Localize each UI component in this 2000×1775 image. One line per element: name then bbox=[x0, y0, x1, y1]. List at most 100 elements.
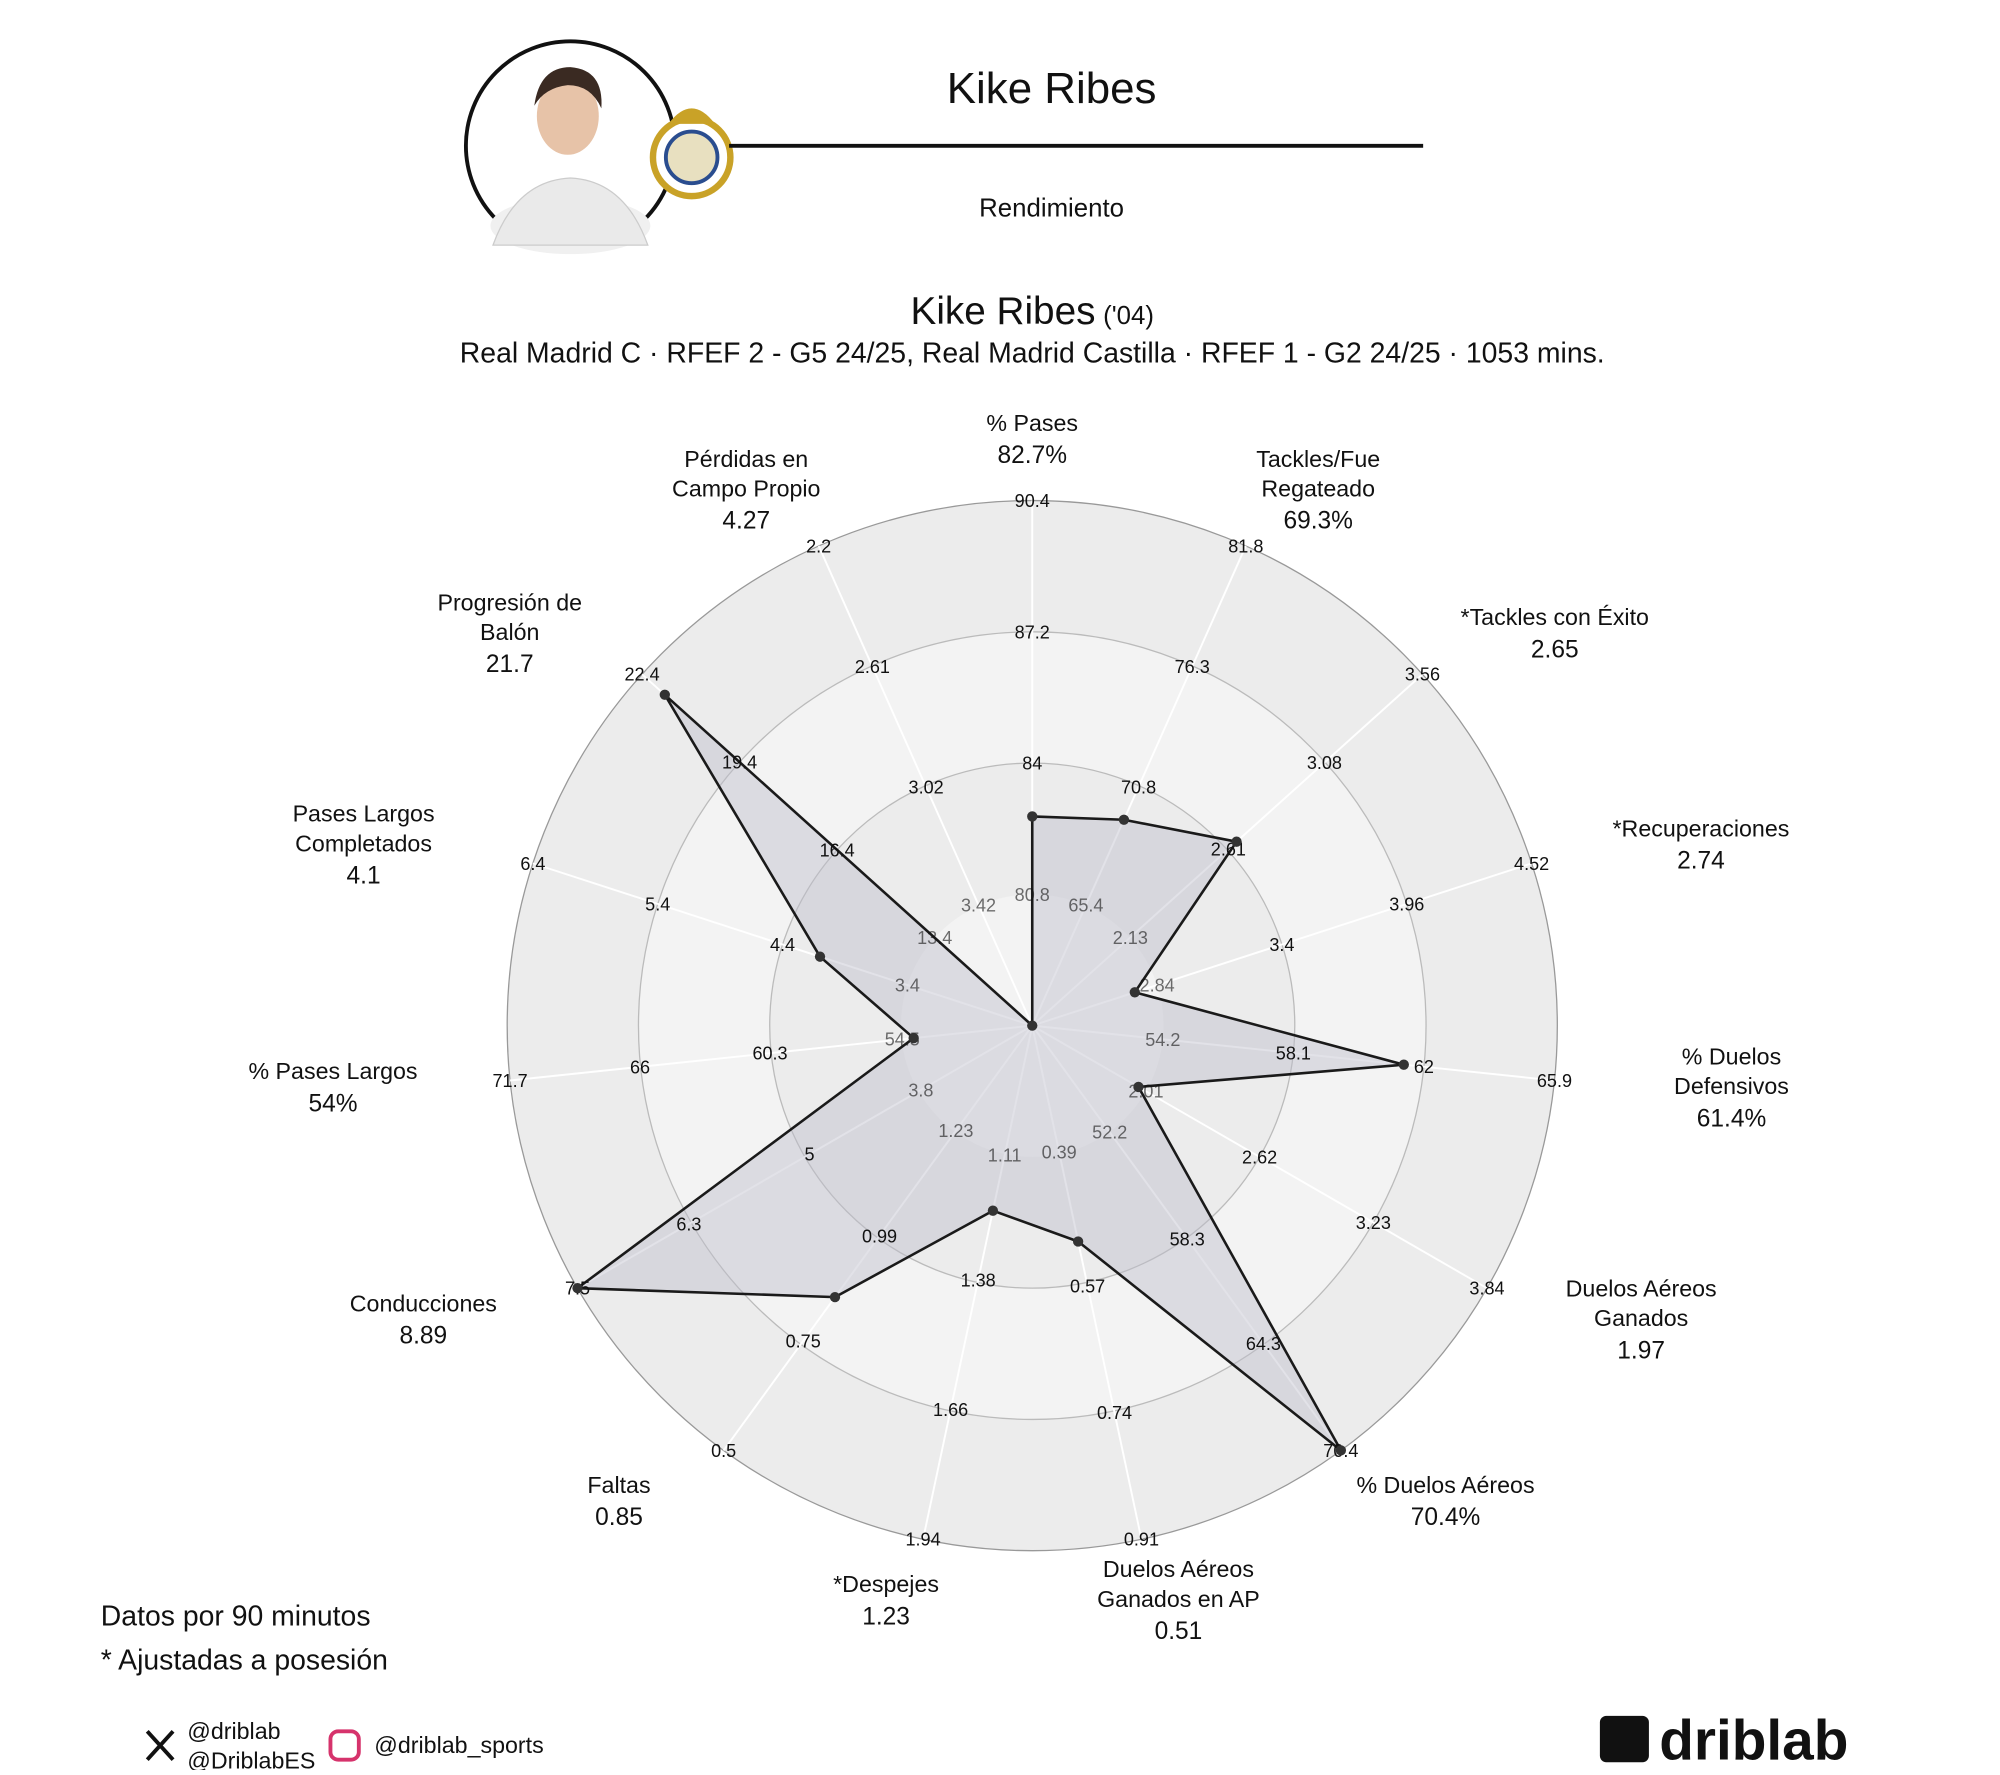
axis-value: 82.7% bbox=[998, 442, 1067, 469]
tick-label: 1.94 bbox=[906, 1530, 941, 1550]
axis-label: Pases Largos Completados 4.1 bbox=[293, 801, 435, 890]
tick-label: 0.5 bbox=[711, 1441, 736, 1461]
chart-title: Kike Ribes bbox=[911, 290, 1096, 333]
tick-label: 16.4 bbox=[820, 840, 855, 860]
radar-point bbox=[908, 1032, 919, 1044]
tick-label: 65.9 bbox=[1537, 1071, 1572, 1091]
axis-label: Tackles/Fue Regateado 69.3% bbox=[1256, 446, 1380, 535]
tick-label: 90.4 bbox=[1015, 491, 1050, 511]
social-x: @driblab bbox=[187, 1718, 280, 1744]
spoke bbox=[577, 1024, 1033, 1289]
tick-label: 2.01 bbox=[1128, 1082, 1163, 1102]
tick-label: 13.4 bbox=[917, 928, 952, 948]
axis-name: *Tackles con Éxito bbox=[1461, 604, 1649, 630]
radar-area bbox=[576, 693, 1406, 1452]
radar-point bbox=[1398, 1059, 1409, 1070]
axis-name: Tackles/Fue bbox=[1256, 446, 1380, 472]
axis-value: 8.89 bbox=[400, 1323, 448, 1350]
axis-label: *Recuperaciones 2.74 bbox=[1613, 815, 1790, 874]
tick-label: 58.3 bbox=[1170, 1229, 1205, 1249]
social-x: @DriblabES bbox=[187, 1748, 315, 1770]
tick-label: 87.2 bbox=[1015, 622, 1050, 642]
tick-label: 76.3 bbox=[1175, 657, 1210, 677]
spoke bbox=[532, 862, 1033, 1027]
tick-label: 1.66 bbox=[933, 1400, 968, 1420]
tick-label: 60.3 bbox=[752, 1044, 787, 1064]
axis-label: *Tackles con Éxito 2.65 bbox=[1461, 604, 1649, 663]
tick-label: 4.52 bbox=[1514, 854, 1549, 874]
tick-label: 62 bbox=[1414, 1057, 1434, 1077]
spoke bbox=[1032, 1024, 1555, 1082]
radar-point bbox=[1335, 1445, 1347, 1456]
radar-point bbox=[814, 951, 826, 962]
axis-value: 0.85 bbox=[595, 1504, 643, 1531]
club-crest bbox=[649, 108, 734, 200]
tick-label: 3.56 bbox=[1405, 665, 1440, 685]
instagram-icon bbox=[328, 1729, 361, 1762]
footnote: * Ajustadas a posesión bbox=[101, 1644, 388, 1676]
axis-label: Conducciones 8.89 bbox=[350, 1290, 497, 1349]
tick-label: 0.91 bbox=[1124, 1530, 1159, 1550]
axis-label: Progresión de Balón 21.7 bbox=[437, 589, 582, 678]
axis-name: Faltas bbox=[587, 1472, 650, 1498]
axis-value: 4.1 bbox=[347, 863, 381, 890]
spoke bbox=[817, 545, 1034, 1027]
axis-label: Duelos Aéreos Ganados 1.97 bbox=[1566, 1276, 1717, 1365]
axis-name: Balón bbox=[480, 619, 539, 645]
radar: 80.8 84 87.2 90.4 65.4 70.8 76.3 81.8 2.13 2.61 3.… bbox=[248, 410, 1789, 1645]
axis-label: % Pases Largos 54% bbox=[248, 1058, 417, 1117]
radar-point bbox=[1027, 1020, 1038, 1031]
social-instagram: @driblab_sports bbox=[374, 1732, 543, 1758]
tick-label: 3.96 bbox=[1389, 894, 1424, 914]
axis-value: 2.65 bbox=[1531, 636, 1579, 663]
tick-label: 3.42 bbox=[961, 895, 996, 915]
axis-name: % Pases bbox=[986, 410, 1078, 436]
tick-label: 58.1 bbox=[1276, 1044, 1311, 1064]
axis-value: 21.7 bbox=[486, 651, 534, 678]
axis-value: 69.3% bbox=[1283, 508, 1352, 535]
tick-label: 19.4 bbox=[722, 753, 757, 773]
tick-label: 6.4 bbox=[520, 854, 545, 874]
axis-name: Regateado bbox=[1261, 475, 1375, 501]
axis-label: % Duelos Aéreos 70.4% bbox=[1356, 1472, 1534, 1531]
spoke bbox=[1031, 1025, 1143, 1540]
axis-name: Pérdidas en bbox=[684, 446, 808, 472]
radar-point bbox=[572, 1282, 583, 1294]
radar-point bbox=[1129, 987, 1140, 998]
axis-value: 61.4% bbox=[1697, 1105, 1766, 1132]
tick-label: 81.8 bbox=[1228, 536, 1263, 556]
tick-label: 3.23 bbox=[1356, 1213, 1391, 1233]
tick-label: 3.08 bbox=[1307, 753, 1342, 773]
tick-label: 64.3 bbox=[1246, 1334, 1281, 1354]
tick-label: 5.4 bbox=[645, 894, 670, 914]
tick-label: 52.2 bbox=[1092, 1123, 1127, 1143]
radar-point bbox=[1133, 1081, 1144, 1093]
spoke bbox=[1031, 862, 1532, 1027]
tick-label: 3.4 bbox=[895, 976, 920, 996]
axis-name: % Duelos Aéreos bbox=[1356, 1472, 1534, 1498]
axis-name: Completados bbox=[295, 830, 432, 856]
tick-label: 0.99 bbox=[862, 1226, 897, 1246]
axis-label: Pérdidas en Campo Propio 4.27 bbox=[672, 446, 820, 535]
header-subtitle: Rendimiento bbox=[979, 195, 1124, 223]
tick-label: 54.2 bbox=[1145, 1030, 1180, 1050]
spoke bbox=[1031, 1025, 1342, 1451]
brand-logo bbox=[1599, 1715, 1649, 1763]
spoke bbox=[1031, 1024, 1488, 1289]
tick-label: 5 bbox=[805, 1145, 815, 1165]
tick-label: 70.8 bbox=[1121, 777, 1156, 797]
axis-name: *Despejes bbox=[833, 1571, 939, 1597]
axis-name: Conducciones bbox=[350, 1290, 497, 1316]
tick-label: 80.8 bbox=[1015, 885, 1050, 905]
axis-name: % Duelos bbox=[1682, 1043, 1781, 1069]
radar-point bbox=[1027, 811, 1038, 822]
radar-point bbox=[1231, 836, 1242, 847]
tick-label: 3.4 bbox=[1269, 935, 1294, 955]
tick-label: 84 bbox=[1022, 754, 1042, 774]
tick-label: 22.4 bbox=[624, 665, 659, 685]
tick-label: 2.61 bbox=[855, 657, 890, 677]
axis-value: 1.97 bbox=[1617, 1337, 1665, 1364]
tick-label: 1.23 bbox=[938, 1121, 973, 1141]
